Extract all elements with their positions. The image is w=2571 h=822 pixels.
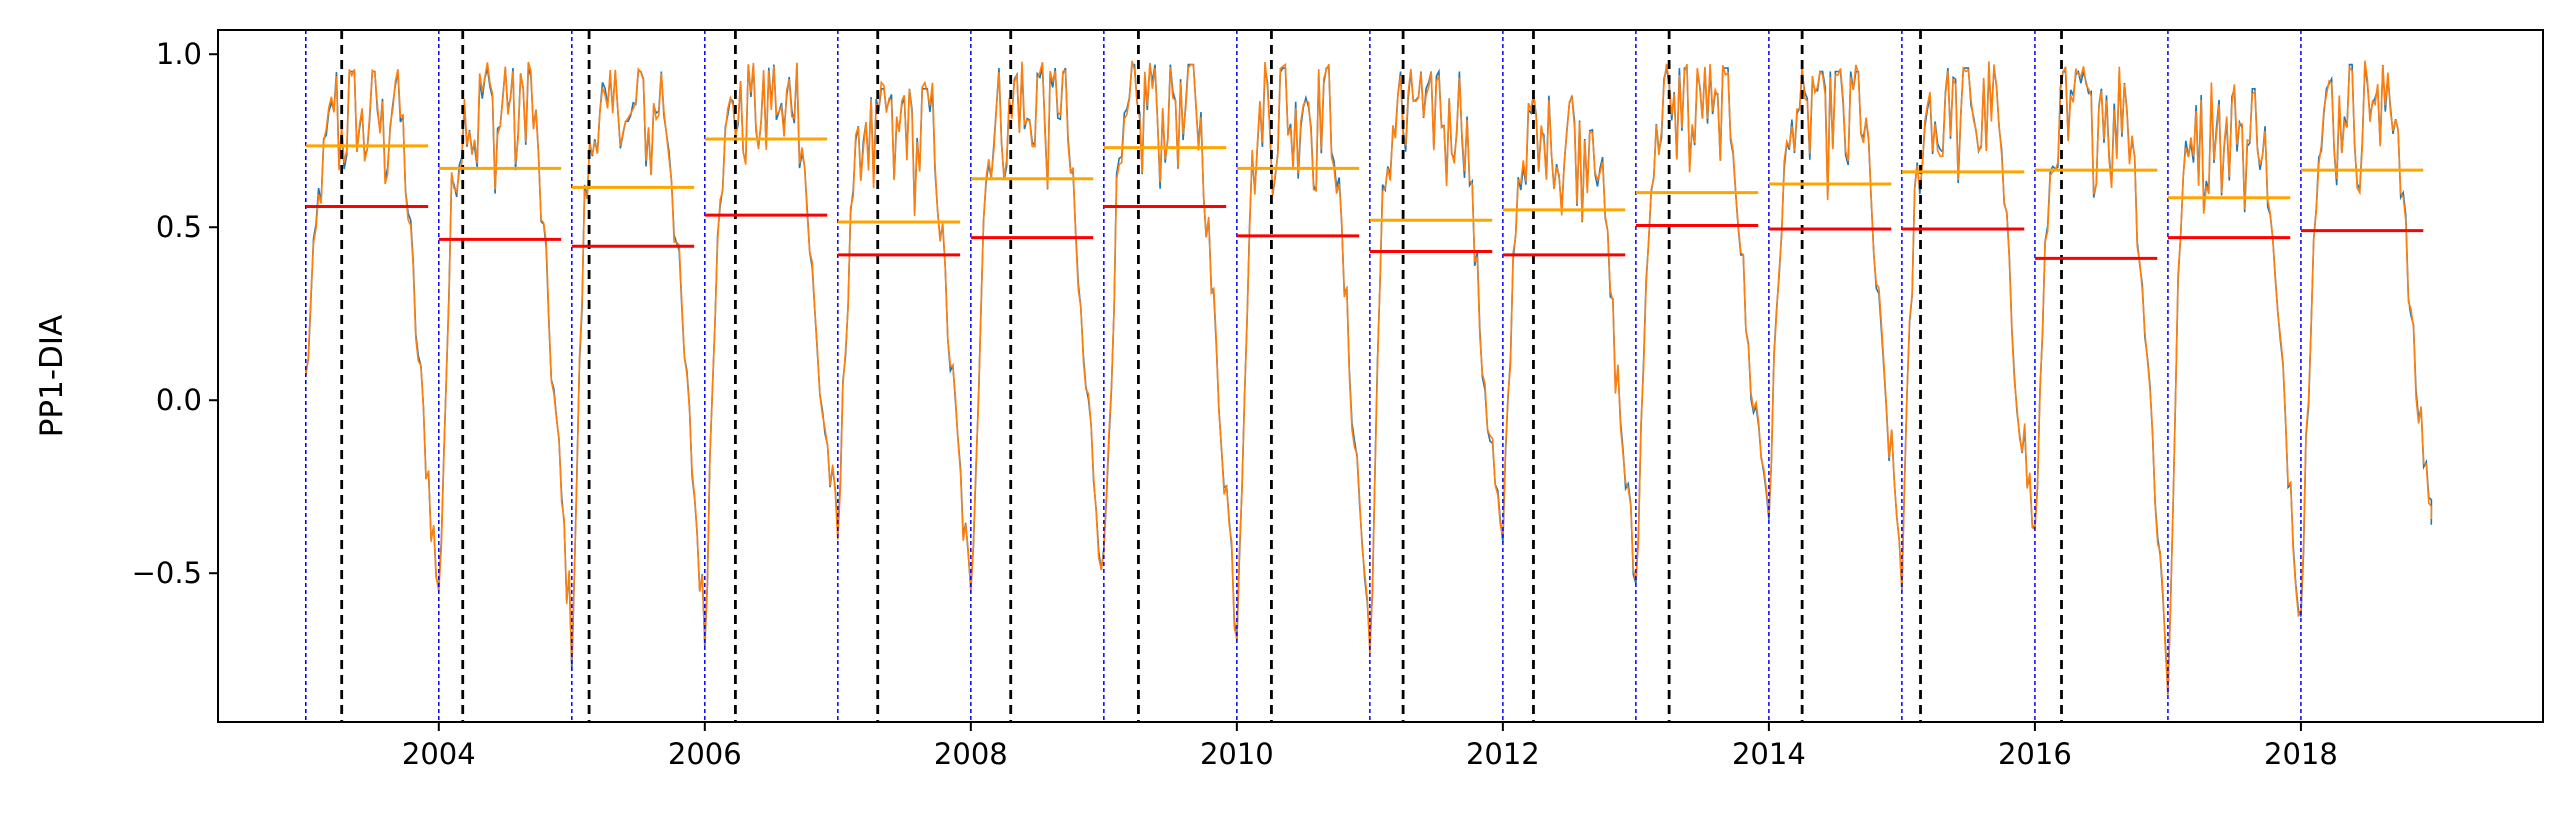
x-tick-label: 2010 [1200, 737, 1274, 771]
x-tick-label: 2006 [668, 737, 742, 771]
axes-frame [217, 29, 2544, 723]
x-tick-label: 2016 [1998, 737, 2072, 771]
x-tick-label: 2008 [934, 737, 1008, 771]
x-tick-label: 2018 [2264, 737, 2338, 771]
y-tick-label: 0.0 [156, 383, 202, 417]
y-axis-label: PP1-DIA [34, 315, 70, 438]
series-line-orange [305, 60, 2433, 694]
ticks: 2004 2006 2008 2010 2012 2014 2016 2018 1.0 0.5 0.… [132, 37, 2338, 771]
plot-area [305, 30, 2433, 722]
y-tick-label: 0.5 [156, 210, 202, 244]
y-tick-label: −0.5 [132, 556, 202, 590]
x-tick-label: 2004 [402, 737, 476, 771]
axes [217, 29, 2544, 723]
x-tick-label: 2014 [1732, 737, 1806, 771]
x-tick-label: 2012 [1466, 737, 1540, 771]
y-tick-label: 1.0 [156, 37, 202, 71]
